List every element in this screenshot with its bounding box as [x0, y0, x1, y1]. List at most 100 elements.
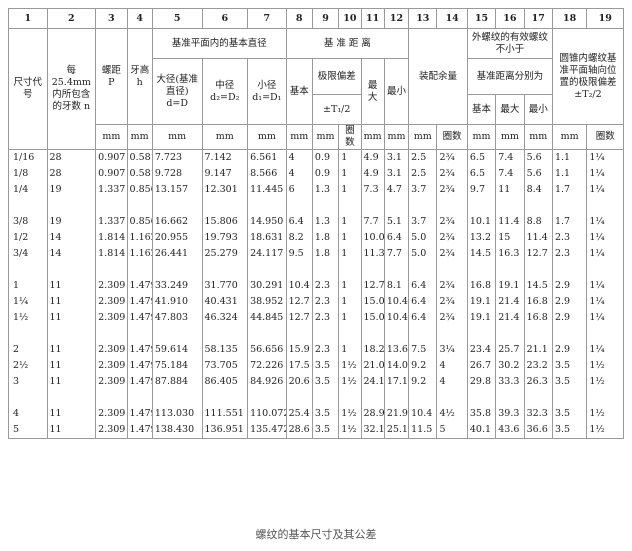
header-cell: 极限偏差	[311, 58, 362, 95]
empty-cell	[466, 262, 497, 278]
data-cell: 86.405	[201, 374, 249, 390]
empty-cell	[436, 326, 468, 342]
data-cell: 2¾	[436, 214, 468, 230]
column-number: 11	[360, 8, 385, 29]
data-cell: 1.8	[311, 230, 340, 246]
data-cell: 1¼	[586, 230, 624, 246]
data-cell: 4.9	[360, 166, 385, 182]
data-cell: 6.4	[285, 214, 313, 230]
data-cell: 32.1	[360, 422, 385, 439]
data-cell: 1¼	[586, 246, 624, 262]
data-cell: 40.1	[466, 422, 497, 439]
data-cell: 1.479	[126, 406, 153, 422]
empty-cell	[311, 262, 340, 278]
data-cell: 7.723	[151, 149, 203, 166]
spacer-row	[8, 326, 624, 342]
empty-cell	[466, 390, 497, 406]
empty-cell	[495, 262, 525, 278]
empty-cell	[126, 390, 153, 406]
data-cell: 11	[46, 374, 97, 390]
data-cell: 1.814	[95, 230, 128, 246]
column-number: 7	[247, 8, 287, 29]
data-cell: 25.7	[495, 342, 525, 358]
data-cell: 1¼	[586, 214, 624, 230]
data-cell: 2.3	[311, 342, 340, 358]
data-cell: 16.662	[151, 214, 203, 230]
data-cell: 2¾	[436, 310, 468, 326]
empty-cell	[151, 198, 203, 214]
empty-cell	[95, 326, 128, 342]
header-cell: 最大	[360, 58, 385, 125]
data-cell: 28.9	[360, 406, 385, 422]
empty-cell	[523, 390, 553, 406]
data-cell: 2.309	[95, 342, 128, 358]
data-cell: 11.5	[408, 422, 438, 439]
empty-cell	[8, 390, 48, 406]
data-cell: 3.5	[311, 374, 340, 390]
data-cell: 2.309	[95, 422, 128, 439]
data-row: 1/8280.9070.5819.7289.1478.56640.914.93.…	[8, 166, 624, 182]
empty-cell	[247, 198, 287, 214]
data-cell: 11.4	[523, 230, 553, 246]
data-cell: 16.8	[523, 310, 553, 326]
data-cell: 3	[8, 374, 48, 390]
data-cell: 1.814	[95, 246, 128, 262]
data-row: 1/16280.9070.5817.7237.1426.56140.914.93…	[8, 149, 624, 166]
data-cell: 10.1	[466, 214, 497, 230]
data-cell: 6	[285, 182, 313, 198]
header-cell: 尺寸代号	[8, 28, 48, 150]
data-cell: 7.4	[495, 166, 525, 182]
header-cell: 中径 d₂=D₂	[201, 58, 249, 125]
data-cell: 2¾	[436, 149, 468, 166]
empty-cell	[383, 390, 410, 406]
data-cell: 13.2	[466, 230, 497, 246]
data-cell: 10.4	[383, 310, 410, 326]
data-cell: 0.581	[126, 149, 153, 166]
spacer-row	[8, 198, 624, 214]
header-cell: ±T₁/2	[311, 94, 362, 125]
unit-cell: mm	[126, 124, 153, 150]
data-cell: 1.479	[126, 278, 153, 294]
empty-cell	[338, 262, 362, 278]
data-cell: 0.9	[311, 166, 340, 182]
column-number-row: 1 2 3 4 5 6 7 8 9 10 11 12 13 14 15 16 17 18 19	[8, 8, 624, 29]
column-number: 2	[46, 8, 97, 29]
data-cell: 84.926	[247, 374, 287, 390]
data-cell: 2¾	[436, 294, 468, 310]
data-cell: 14.0	[383, 358, 410, 374]
unit-cell: 圈数	[436, 124, 468, 150]
data-cell: 2.309	[95, 358, 128, 374]
data-cell: 1.479	[126, 294, 153, 310]
empty-cell	[523, 326, 553, 342]
data-cell: 11	[46, 422, 97, 439]
data-cell: 28	[46, 166, 97, 182]
empty-cell	[151, 390, 203, 406]
data-cell: 1.3	[311, 214, 340, 230]
data-cell: 1¼	[586, 342, 624, 358]
data-cell: 3/8	[8, 214, 48, 230]
data-cell: 28	[46, 149, 97, 166]
data-cell: 1/2	[8, 230, 48, 246]
data-cell: 1.8	[311, 246, 340, 262]
empty-cell	[408, 390, 438, 406]
unit-cell: mm	[360, 124, 385, 150]
empty-cell	[46, 390, 97, 406]
data-cell: 7.7	[383, 246, 410, 262]
data-cell: 1.479	[126, 374, 153, 390]
column-number: 1	[8, 8, 48, 29]
data-cell: 1.1	[551, 149, 588, 166]
header-cell: 螺距 P	[95, 28, 128, 125]
data-cell: 7.142	[201, 149, 249, 166]
data-cell: 2.309	[95, 406, 128, 422]
data-row: 2½112.3091.47975.18473.70572.22617.53.51…	[8, 358, 624, 374]
empty-cell	[360, 326, 385, 342]
unit-cell: mm	[247, 124, 287, 150]
empty-cell	[95, 390, 128, 406]
data-cell: 1.479	[126, 358, 153, 374]
data-cell: 1	[338, 342, 362, 358]
data-cell: 0.907	[95, 149, 128, 166]
data-row: 3/4141.8141.16226.44125.27924.1179.51.81…	[8, 246, 624, 262]
header-cell: 基准平面内的基本直径	[151, 28, 287, 59]
data-cell: 3.5	[311, 422, 340, 439]
header-cell: 基 准 距 离	[285, 28, 410, 59]
